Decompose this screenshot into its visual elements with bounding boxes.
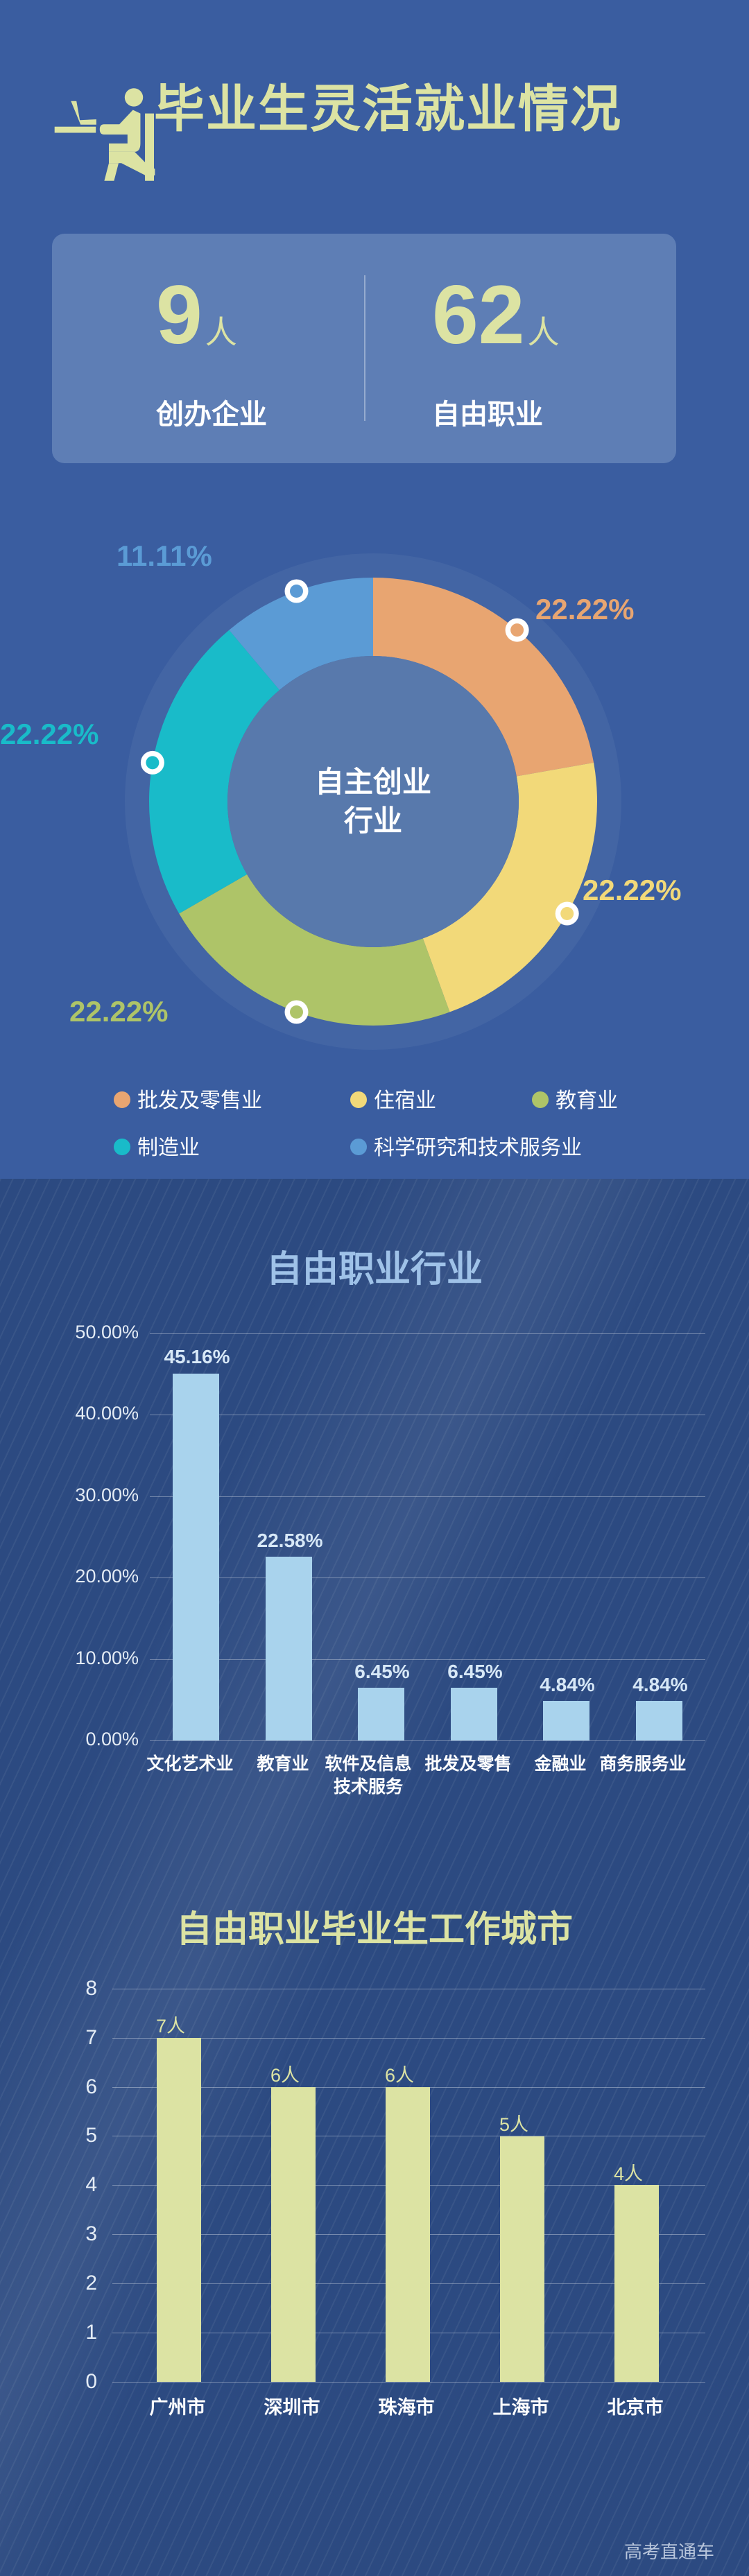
svg-text:行业: 行业	[344, 804, 402, 837]
svg-text:自主创业: 自主创业	[315, 766, 431, 798]
